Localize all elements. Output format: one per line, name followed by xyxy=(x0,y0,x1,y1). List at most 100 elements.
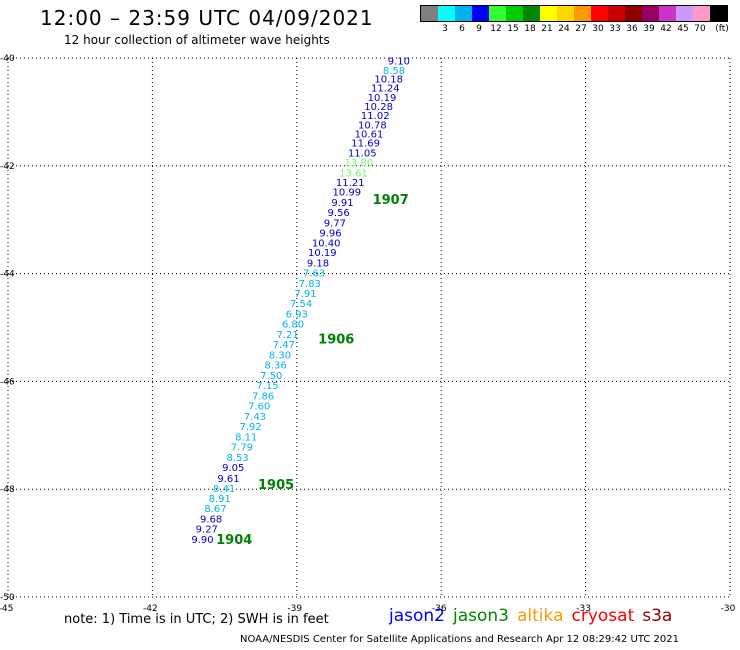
lon-tick-label: -30 xyxy=(721,604,736,614)
swh-value: 9.96 xyxy=(319,229,341,240)
swh-value: 7.83 xyxy=(299,279,321,290)
swh-value: 13.61 xyxy=(339,168,368,179)
lat-tick-label: -42 xyxy=(0,162,15,172)
legend-swatch xyxy=(540,6,557,21)
legend-swatch xyxy=(676,6,693,21)
satellite-legend: jason2 jason3 altika cryosat s3a xyxy=(389,606,680,626)
swh-value: 8.11 xyxy=(235,432,257,443)
swh-value: 7.15 xyxy=(256,381,278,392)
swh-value: 7.50 xyxy=(260,371,282,382)
swh-value: 8.67 xyxy=(204,504,226,515)
legend-swatch xyxy=(438,6,455,21)
swh-values: 9.108.5810.1811.2410.1910.2811.0210.7810… xyxy=(191,57,410,546)
swh-value: 8.58 xyxy=(383,66,405,77)
legend-label: 39 xyxy=(643,24,655,34)
satellite-label-altika: altika xyxy=(517,606,564,626)
legend-label: 42 xyxy=(660,24,672,34)
swh-value: 10.78 xyxy=(358,120,387,131)
legend-swatch xyxy=(455,6,472,21)
swh-value: 10.28 xyxy=(364,102,393,113)
page-subtitle: 12 hour collection of altimeter wave hei… xyxy=(64,33,330,47)
lon-tick-label: -33 xyxy=(576,604,591,614)
lon-tick-label: -39 xyxy=(287,604,302,614)
lat-tick-label: -44 xyxy=(0,270,15,280)
swh-value: 6.93 xyxy=(286,309,308,320)
legend-label: 36 xyxy=(626,24,638,34)
swh-value: 11.69 xyxy=(351,139,380,150)
satellite-label-jason3: jason3 xyxy=(453,606,509,626)
legend-unit: (ft) xyxy=(715,24,729,34)
swh-value: 7.21 xyxy=(277,330,299,341)
swh-value: 9.10 xyxy=(388,57,410,68)
legend-swatch xyxy=(557,6,574,21)
legend-swatch xyxy=(472,6,489,21)
legend-label: 27 xyxy=(575,24,587,34)
swh-value: 13.80 xyxy=(345,158,374,169)
swh-value: 7.43 xyxy=(244,412,266,423)
satellite-label-jason2: jason2 xyxy=(389,606,445,626)
time-labels: 1907 1906 1905 1904 xyxy=(216,193,409,548)
swh-value: 9.56 xyxy=(328,208,350,219)
page-title: 12:00 – 23:59 UTC 04/09/2021 xyxy=(40,6,374,30)
legend-swatch xyxy=(659,6,676,21)
legend-swatch xyxy=(591,6,608,21)
swh-value: 7.86 xyxy=(252,391,274,402)
swh-value: 11.02 xyxy=(361,111,390,122)
legend-swatch xyxy=(489,6,506,21)
swh-value: 8.30 xyxy=(269,350,291,361)
swh-value: 9.18 xyxy=(307,258,329,269)
swh-value: 8.36 xyxy=(264,361,286,372)
swh-value: 9.27 xyxy=(196,525,218,536)
legend-label: 6 xyxy=(459,24,465,34)
lon-tick-label: -42 xyxy=(143,604,158,614)
legend-swatch xyxy=(625,6,642,21)
legend-label: 45 xyxy=(677,24,689,34)
legend-label: 12 xyxy=(490,24,502,34)
legend-swatch xyxy=(693,6,710,21)
swh-value: 7.79 xyxy=(231,443,253,454)
legend-label: 21 xyxy=(541,24,553,34)
legend-label: 15 xyxy=(507,24,519,34)
legend-swatch xyxy=(506,6,523,21)
time-label: 1906 xyxy=(318,332,354,347)
lon-tick-label: -36 xyxy=(432,604,447,614)
legend-swatch xyxy=(608,6,625,21)
swh-value: 7.47 xyxy=(273,340,295,351)
swh-value: 10.19 xyxy=(368,93,397,104)
legend-label: 3 xyxy=(442,24,448,34)
swh-value: 8.91 xyxy=(209,494,231,505)
lat-tick-label: -48 xyxy=(0,485,15,495)
time-label: 1907 xyxy=(373,193,409,208)
swh-value: 8.53 xyxy=(226,453,248,464)
legend-label: 70 xyxy=(694,24,706,34)
swh-value: 7.92 xyxy=(239,422,261,433)
legend-swatch xyxy=(574,6,591,21)
swh-value: 10.18 xyxy=(374,74,403,85)
swh-value: 9.68 xyxy=(200,514,222,525)
swh-value: 7.63 xyxy=(303,269,325,280)
legend-label: 9 xyxy=(476,24,482,34)
credit-line: NOAA/NESDIS Center for Satellite Applica… xyxy=(240,634,679,645)
legend-swatch xyxy=(710,6,727,21)
swh-value: 7.91 xyxy=(294,289,316,300)
swh-value: 9.91 xyxy=(331,198,353,209)
legend-label: 33 xyxy=(609,24,621,34)
swh-value: 8.41 xyxy=(213,484,235,495)
swh-value: 9.05 xyxy=(222,463,244,474)
swh-value: 10.61 xyxy=(355,129,384,140)
swh-value: 9.61 xyxy=(217,474,239,485)
swh-value: 6.80 xyxy=(282,320,304,331)
map-grid xyxy=(7,57,731,598)
legend-label: 30 xyxy=(592,24,604,34)
lat-tick-label: -50 xyxy=(0,593,15,603)
swh-value: 10.99 xyxy=(333,188,362,199)
lon-tick-label: -45 xyxy=(0,604,13,614)
legend-label: 18 xyxy=(524,24,536,34)
lat-tick-label: -40 xyxy=(0,54,15,64)
swh-value: 7.60 xyxy=(248,402,270,413)
legend-swatch xyxy=(642,6,659,21)
color-scale-legend: 3 6 9 12 15 18 21 24 27 30 33 36 39 42 45 70 (ft) xyxy=(420,5,729,36)
lat-tick-label: -46 xyxy=(0,377,15,387)
swh-value: 9.77 xyxy=(324,218,346,229)
